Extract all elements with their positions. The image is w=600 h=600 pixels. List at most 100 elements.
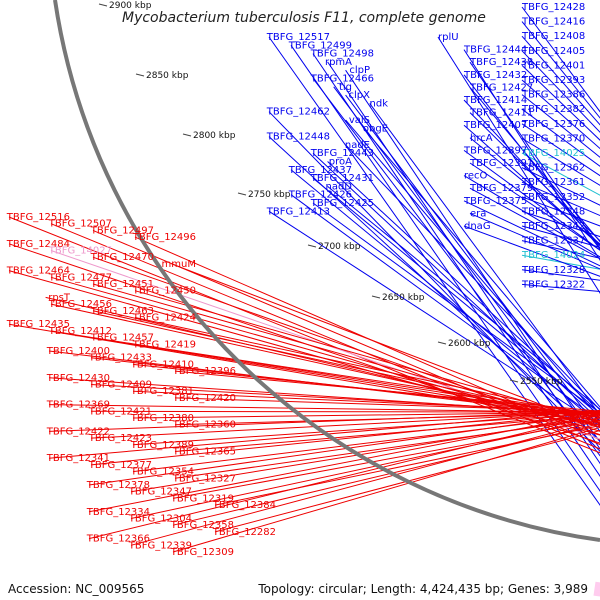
gene-label[interactable]: TBFG_12448 <box>266 132 330 143</box>
gene-label[interactable]: TBFG_12416 <box>521 17 585 28</box>
gene-label[interactable]: clpX <box>349 90 371 101</box>
gene-label[interactable]: TBFG_12432 <box>463 70 527 81</box>
gene-label[interactable]: TBFG_12428 <box>521 2 585 13</box>
gene-label[interactable]: TBFG_12358 <box>170 520 234 531</box>
gene-label[interactable]: TBFG_12328 <box>521 265 585 276</box>
gene-label[interactable]: TBFG_14025 <box>521 148 585 159</box>
gene-label[interactable]: mmuM <box>162 259 196 270</box>
gene-label[interactable]: dnaG <box>464 221 491 232</box>
gene-label[interactable]: TBFG_12366 <box>86 534 150 545</box>
gene-label[interactable]: TBFG_12370 <box>521 133 585 144</box>
gene-label[interactable]: TBFG_12405 <box>521 46 585 57</box>
gene-label[interactable]: TBFG_12425 <box>310 198 374 209</box>
gene-label[interactable]: TBFG_12369 <box>46 400 110 411</box>
gene-label[interactable]: TBFG_12422 <box>46 426 110 437</box>
gene-label[interactable]: TBFG_12397 <box>463 145 527 156</box>
gene-label[interactable]: TBFG_12378 <box>86 480 150 491</box>
gene-label[interactable]: TBFG_12347 <box>128 487 192 498</box>
gene-label[interactable]: nadD <box>325 181 352 192</box>
gene-label[interactable]: TBFG_12304 <box>128 514 192 525</box>
gene-label[interactable]: TBFG_12437 <box>288 165 352 176</box>
gene-label[interactable]: TBFG_12401 <box>521 60 585 71</box>
gene-label[interactable]: recO <box>464 171 488 182</box>
gene-label[interactable]: TBFG_12309 <box>170 547 234 558</box>
gene-label[interactable]: TBFG_12360 <box>172 420 236 431</box>
gene-label[interactable]: TBFG_12419 <box>132 339 196 350</box>
gene-label[interactable]: rpmA <box>325 57 352 68</box>
gene-label[interactable]: TBFG_12377 <box>88 460 152 471</box>
gene-label[interactable]: TBFG_12327 <box>172 473 236 484</box>
gene-label[interactable]: TBFG_12424 <box>132 313 196 324</box>
gene-label[interactable]: obgE <box>363 123 388 134</box>
gene-label[interactable]: TBFG_12408 <box>521 31 585 42</box>
gene-label[interactable]: TBFG_12384 <box>212 500 276 511</box>
gene-label[interactable]: TBFG_12443 <box>310 148 374 159</box>
gene-label[interactable]: tig <box>339 82 352 93</box>
gene-label[interactable]: TBFG_12410 <box>130 359 194 370</box>
gene-label[interactable]: TBFG_12375 <box>463 196 527 207</box>
gene-label[interactable]: TBFG_12430 <box>46 373 110 384</box>
gene-label[interactable]: proA <box>329 157 352 168</box>
gene-label[interactable]: TBFG_12376 <box>521 119 585 130</box>
gene-label[interactable]: era <box>470 208 486 219</box>
gene-label[interactable]: clpP <box>349 65 370 76</box>
gene-label[interactable]: TBFG_12381 <box>130 386 194 397</box>
gene-label[interactable]: TBFG_12362 <box>521 163 585 174</box>
gene-label[interactable]: TBFG_12496 <box>132 232 196 243</box>
gene-label[interactable]: TBFG_12414 <box>463 95 527 106</box>
gene-label[interactable]: TBFG_12282 <box>212 527 276 538</box>
gene-label[interactable]: TBFG_12393 <box>521 75 585 86</box>
gene-label[interactable]: TBFG_12484 <box>6 239 70 250</box>
gene-label[interactable]: TBFG_12352 <box>521 192 585 203</box>
gene-label[interactable]: TBFG_12421 <box>88 406 152 417</box>
gene-label[interactable]: TBFG_14024 <box>521 250 585 261</box>
gene-label[interactable]: TBFG_12517 <box>266 32 330 43</box>
gene-label[interactable]: TBFG_12456 <box>48 299 112 310</box>
gene-label[interactable]: TBFG_12382 <box>521 104 585 115</box>
gene-label[interactable]: nadE <box>345 140 370 151</box>
gene-label[interactable]: hrcA <box>470 133 493 144</box>
gene-label[interactable]: TBFG_12342 <box>521 221 585 232</box>
gene-label[interactable]: TBFG_12380 <box>130 413 194 424</box>
gene-label[interactable]: TBFG_12337 <box>521 236 585 247</box>
gene-label[interactable]: TBFG_12423 <box>88 433 152 444</box>
gene-label[interactable]: TBFG_12435 <box>6 319 70 330</box>
gene-label[interactable]: TBFG_12379 <box>469 183 533 194</box>
gene-label[interactable]: TBFG_12431 <box>310 173 374 184</box>
gene-label[interactable]: TBFG_12427 <box>469 82 533 93</box>
gene-label[interactable]: TBFG_12499 <box>288 40 352 51</box>
gene-label[interactable]: TBFG_12386 <box>521 90 585 101</box>
gene-label[interactable]: TBFG_12391 <box>469 158 533 169</box>
gene-label[interactable]: TBFG_12354 <box>130 467 194 478</box>
gene-label[interactable]: rplU <box>438 32 459 43</box>
gene-label[interactable]: TBFG_12400 <box>46 346 110 357</box>
gene-label[interactable]: ndk <box>370 98 389 109</box>
gene-label[interactable]: TBFG_12426 <box>288 190 352 201</box>
gene-label[interactable]: TBFG_12457 <box>90 333 154 344</box>
gene-label[interactable]: TBFG_12438 <box>469 57 533 68</box>
gene-label[interactable]: TBFG_12477 <box>48 272 112 283</box>
gene-label[interactable]: TBFG_14027 <box>48 246 112 257</box>
gene-label[interactable]: TBFG_12516 <box>6 212 70 223</box>
gene-label[interactable]: rpsT <box>48 292 71 303</box>
gene-label[interactable]: TBFG_12497 <box>90 225 154 236</box>
gene-label[interactable]: TBFG_12319 <box>170 493 234 504</box>
gene-label[interactable]: TBFG_12389 <box>130 440 194 451</box>
gene-label[interactable]: TBFG_12413 <box>266 206 330 217</box>
gene-label[interactable]: TBFG_12498 <box>310 49 374 60</box>
gene-label[interactable]: TBFG_12507 <box>48 219 112 230</box>
gene-label[interactable]: valS <box>349 115 370 126</box>
gene-label[interactable]: TBFG_12470 <box>90 252 154 263</box>
gene-label[interactable]: TBFG_12396 <box>172 366 236 377</box>
gene-label[interactable]: TBFG_12462 <box>266 107 330 118</box>
gene-label[interactable]: TBFG_12348 <box>521 206 585 217</box>
gene-label[interactable]: TBFG_12412 <box>48 326 112 337</box>
gene-label[interactable]: TBFG_12322 <box>521 279 585 290</box>
gene-label[interactable]: TBFG_12433 <box>88 353 152 364</box>
gene-label[interactable]: TBFG_12341 <box>46 453 110 464</box>
gene-label[interactable]: TBFG_12339 <box>128 540 192 551</box>
gene-label[interactable]: TBFG_12365 <box>172 447 236 458</box>
gene-label[interactable]: TBFG_12420 <box>172 393 236 404</box>
gene-label[interactable]: TBFG_12466 <box>310 74 374 85</box>
gene-label[interactable]: TBFG_12464 <box>6 266 70 277</box>
